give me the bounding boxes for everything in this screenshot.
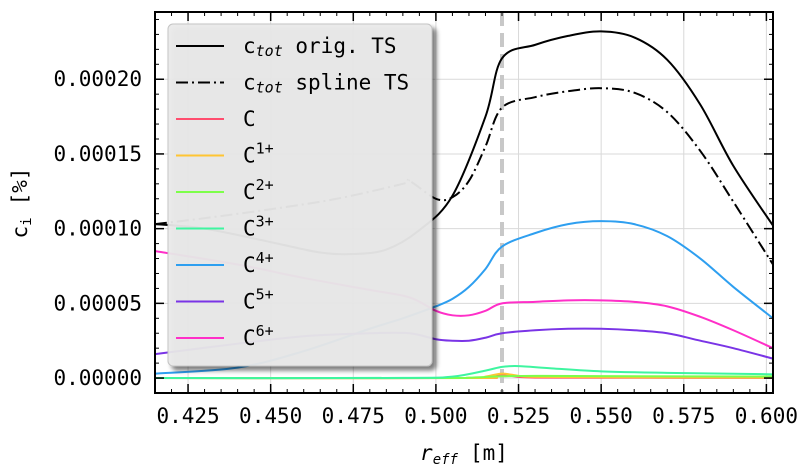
y-axis-label: ci [%] <box>8 167 35 238</box>
y-tick-labels: 0.00000 0.00005 0.00010 0.00015 0.00020 <box>53 67 142 390</box>
y-tick-label: 0.00005 <box>53 291 142 315</box>
y-tick-label: 0.00000 <box>53 366 142 390</box>
x-tick-label: 0.475 <box>322 404 385 428</box>
legend-label: C4+ <box>243 249 274 277</box>
x-tick-label: 0.450 <box>239 404 302 428</box>
legend: ctot orig. TS ctot spline TS C C1+ C2+ C3+ C4+… <box>167 23 433 367</box>
x-axis-label: reff [m] <box>420 441 508 468</box>
x-tick-label: 0.550 <box>570 404 633 428</box>
x-axis-label-main: r <box>420 441 433 465</box>
x-tick-labels: 0.425 0.450 0.475 0.500 0.525 0.550 0.575 0.600 <box>156 404 798 428</box>
y-axis-label-main: c <box>8 226 32 239</box>
x-tick-label: 0.500 <box>404 404 467 428</box>
legend-label: C1+ <box>243 140 274 168</box>
legend-label: ctot spline TS <box>243 71 409 97</box>
legend-label: C6+ <box>243 322 274 350</box>
legend-label: C3+ <box>243 213 274 241</box>
x-tick-label: 0.600 <box>735 404 798 428</box>
plot-frame <box>154 11 774 394</box>
legend-label: C5+ <box>243 286 274 314</box>
series-line-c3- <box>155 365 773 380</box>
legend-label: C2+ <box>243 176 274 204</box>
legend-label: C <box>243 107 256 131</box>
legend-box <box>167 23 433 367</box>
legend-label: ctot orig. TS <box>243 34 397 60</box>
ticks <box>154 12 773 394</box>
x-tick-label: 0.425 <box>156 404 219 428</box>
y-axis-label-sub: i <box>19 217 35 225</box>
y-tick-label: 0.00010 <box>53 217 142 241</box>
y-tick-label: 0.00015 <box>53 142 142 166</box>
x-tick-label: 0.575 <box>652 404 715 428</box>
y-axis-label-unit: [%] <box>8 167 32 205</box>
y-tick-label: 0.00020 <box>53 67 142 91</box>
x-axis-label-unit: [m] <box>470 441 508 465</box>
x-tick-label: 0.525 <box>487 404 550 428</box>
x-axis-label-sub: eff <box>433 452 459 468</box>
